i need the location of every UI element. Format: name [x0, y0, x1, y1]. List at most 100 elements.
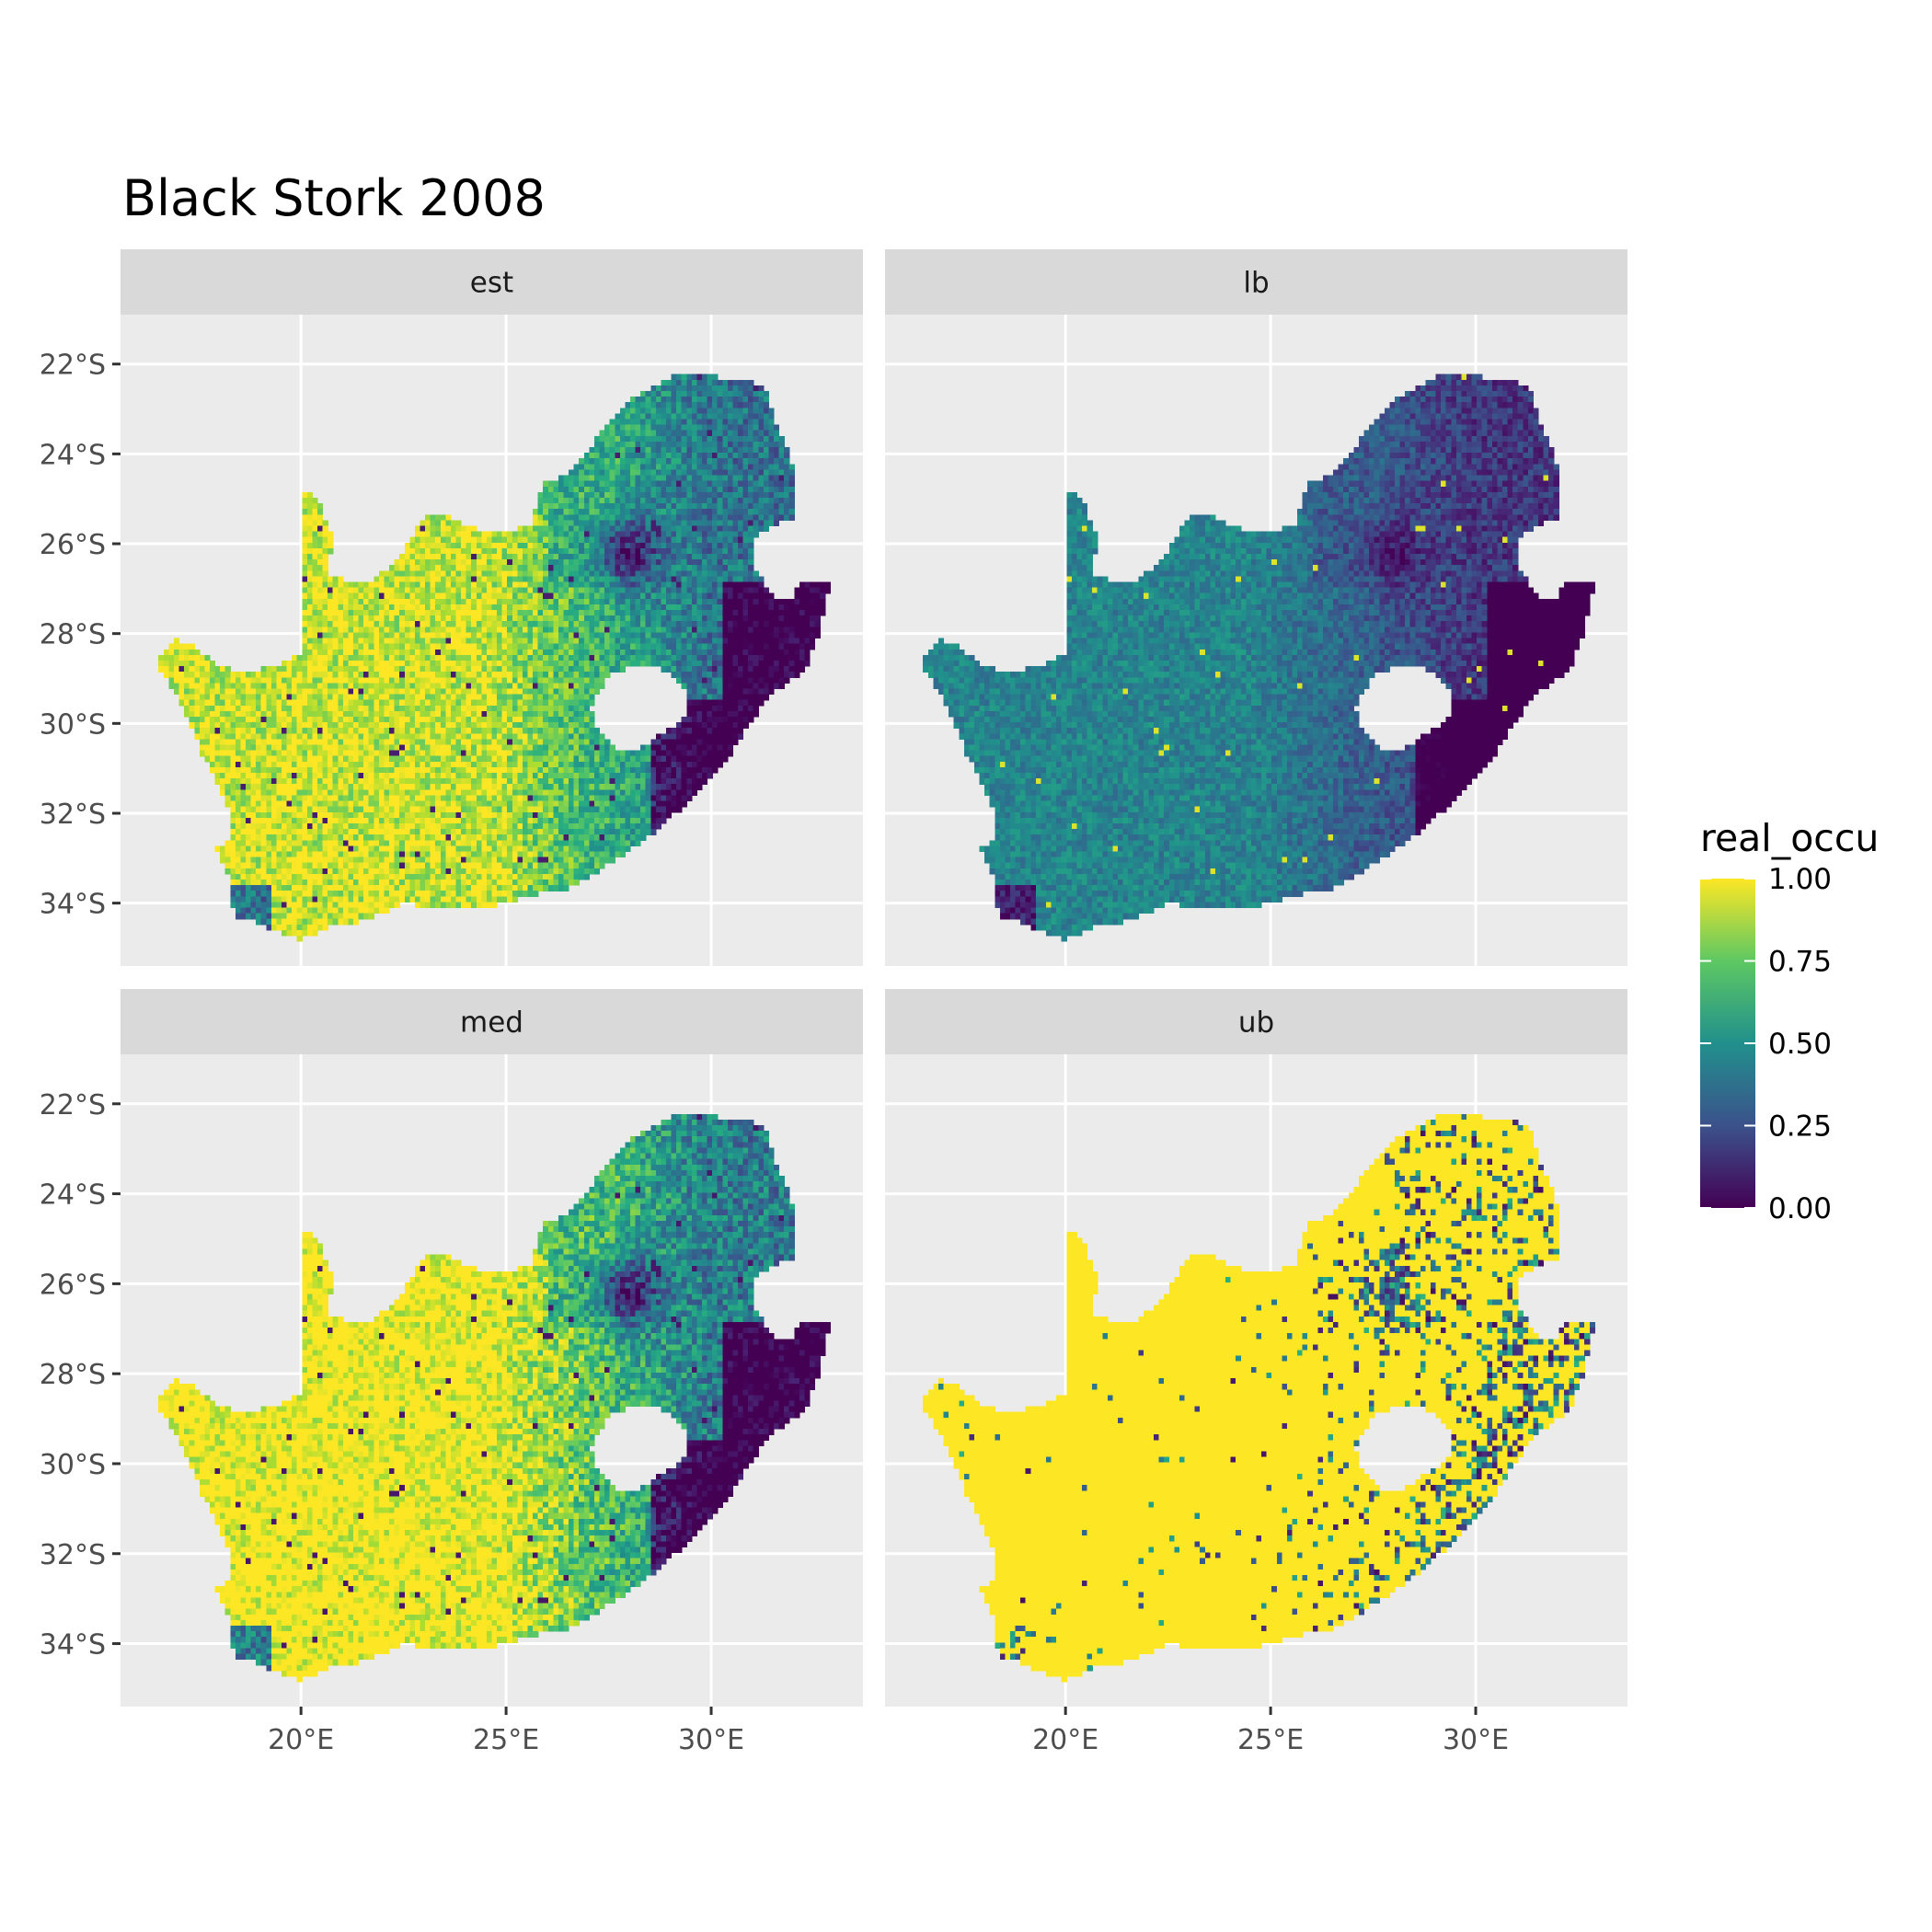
raster-cell: [240, 868, 246, 875]
raster-cell: [282, 756, 287, 763]
raster-cell: [533, 599, 538, 605]
raster-cell: [338, 818, 343, 824]
raster-cell: [266, 919, 271, 926]
raster-cell: [282, 874, 287, 880]
raster-cell: [445, 745, 451, 752]
raster-cell: [333, 885, 339, 891]
raster-cell: [477, 548, 482, 555]
raster-cell: [507, 655, 512, 661]
raster-cell: [481, 677, 487, 684]
raster-cell: [548, 532, 554, 538]
raster-cell: [292, 722, 297, 729]
raster-cell: [487, 717, 492, 723]
raster-cell: [409, 880, 415, 886]
raster-cell: [543, 885, 548, 891]
raster-cell: [507, 661, 512, 667]
raster-cell: [523, 661, 528, 667]
raster-cell: [251, 756, 257, 763]
raster-cell: [507, 818, 512, 824]
raster-cell: [317, 644, 323, 650]
raster-cell: [174, 677, 179, 684]
raster-cell: [441, 695, 446, 701]
raster-cell: [466, 588, 472, 594]
raster-cell: [385, 672, 390, 678]
raster-cell: [317, 711, 323, 718]
raster-cell: [409, 661, 415, 667]
raster-cell: [297, 773, 303, 779]
raster-cell: [461, 857, 466, 864]
raster-cell: [445, 627, 451, 633]
raster-cell: [266, 868, 271, 875]
raster-cell: [512, 570, 518, 577]
raster-cell: [420, 706, 426, 712]
raster-cell: [415, 896, 420, 903]
raster-cell: [523, 778, 528, 785]
raster-cell: [451, 520, 456, 526]
raster-cell: [374, 834, 379, 841]
raster-cell: [523, 576, 528, 582]
raster-cell: [420, 840, 426, 846]
raster-cell: [307, 863, 313, 869]
raster-cell: [409, 689, 415, 696]
raster-cell: [184, 689, 190, 696]
raster-cell: [471, 633, 477, 639]
raster-cell: [461, 599, 466, 605]
raster-cell: [276, 722, 282, 729]
raster-cell: [512, 627, 518, 633]
raster-cell: [507, 840, 512, 846]
raster-cell: [343, 829, 349, 835]
raster-cell: [328, 896, 333, 903]
raster-cell: [251, 880, 257, 886]
raster-cell: [240, 829, 246, 835]
raster-cell: [477, 745, 482, 752]
raster-cell: [497, 672, 502, 678]
raster-cell: [477, 633, 482, 639]
raster-cell: [276, 896, 282, 903]
raster-cell: [431, 868, 436, 875]
raster-cell: [538, 661, 544, 667]
raster-cell: [312, 644, 317, 650]
raster-cell: [343, 638, 349, 645]
raster-cell: [497, 655, 502, 661]
raster-cell: [420, 627, 426, 633]
raster-cell: [379, 739, 385, 745]
raster-cell: [451, 868, 456, 875]
raster-cell: [456, 706, 462, 712]
raster-cell: [307, 677, 313, 684]
raster-cell: [236, 868, 241, 875]
raster-cell: [528, 789, 534, 796]
raster-cell: [431, 823, 436, 830]
raster-cell: [266, 914, 271, 920]
raster-cell: [349, 689, 354, 696]
raster-cell: [502, 818, 508, 824]
raster-cell: [379, 711, 385, 718]
raster-cell: [359, 650, 364, 656]
raster-cell: [353, 812, 359, 819]
raster-cell: [487, 840, 492, 846]
raster-cell: [168, 661, 174, 667]
raster-cell: [466, 570, 472, 577]
raster-cell: [353, 582, 359, 589]
raster-cell: [409, 582, 415, 589]
raster-cell: [445, 582, 451, 589]
raster-cell: [456, 891, 462, 897]
raster-cell: [497, 868, 502, 875]
raster-cell: [246, 683, 251, 689]
raster-cell: [425, 801, 431, 808]
raster-cell: [441, 762, 446, 768]
raster-cell: [246, 796, 251, 802]
raster-cell: [261, 677, 267, 684]
raster-cell: [302, 908, 307, 914]
raster-cell: [471, 650, 477, 656]
raster-cell: [497, 565, 502, 571]
raster-cell: [389, 650, 395, 656]
raster-cell: [451, 722, 456, 729]
raster-cell: [349, 762, 354, 768]
raster-cell: [323, 532, 328, 538]
raster-cell: [220, 784, 225, 790]
raster-cell: [369, 582, 374, 589]
raster-cell: [487, 885, 492, 891]
raster-cell: [492, 559, 498, 566]
raster-cell: [353, 745, 359, 752]
raster-cell: [251, 863, 257, 869]
